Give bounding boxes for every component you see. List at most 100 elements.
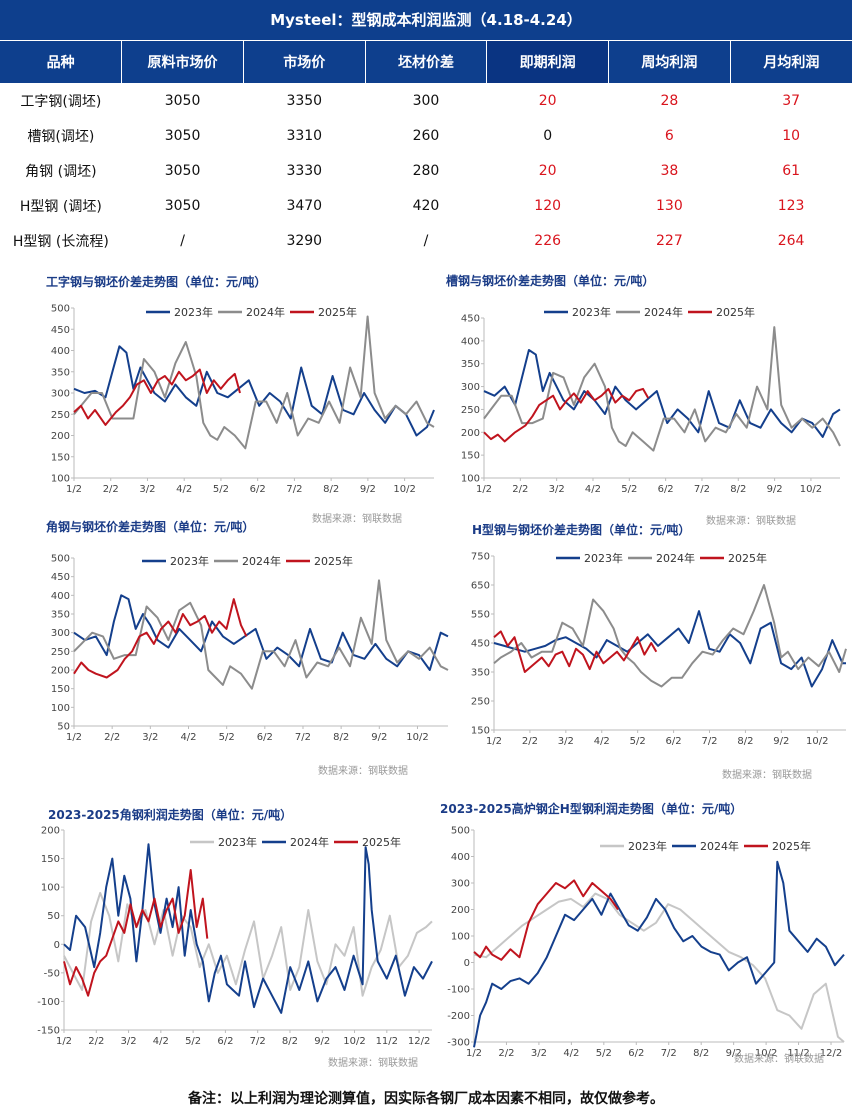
y-tick-label: 350 bbox=[51, 367, 70, 378]
legend: 2023年 2024年 2025年 bbox=[556, 551, 767, 565]
series-line-3 bbox=[63, 869, 209, 997]
legend-label: 2024年 bbox=[246, 305, 285, 319]
value-cell: 0 bbox=[543, 127, 553, 144]
data-source: 数据来源：钢联数据 bbox=[722, 768, 812, 781]
series-line-3 bbox=[483, 387, 650, 443]
value-cell: 20 bbox=[538, 92, 557, 109]
column-header: 市场价 bbox=[242, 40, 366, 83]
value-cell: 3470 bbox=[286, 197, 323, 214]
y-tick-label: 350 bbox=[51, 610, 70, 621]
x-tick-label: 5/2 bbox=[185, 1036, 201, 1047]
channel-spread-chart: 槽钢与钢坯价差走势图（单位：元/吨） 100 150 200 250 300 350 400 4… bbox=[446, 273, 841, 527]
axes: 50 100 150 200 250 300 350 400 450 500 1/2 2/2 3/2 4/… bbox=[51, 554, 448, 743]
y-tick-label: 500 bbox=[51, 554, 70, 565]
product-name-cell: H型钢 (调坯) bbox=[19, 198, 102, 215]
legend-label: 2024年 bbox=[290, 835, 329, 849]
x-tick-label: 5/2 bbox=[630, 736, 646, 747]
y-tick-label: 450 bbox=[51, 572, 70, 583]
value-cell: 123 bbox=[777, 197, 805, 214]
cost-profit-table: 品种 原料市场价 市场价 坯材价差 即期利润 周均利润 月均利润 工字钢(调坯)… bbox=[0, 40, 852, 258]
chart-title: 槽钢与钢坯价差走势图（单位：元/吨） bbox=[446, 273, 654, 288]
value-cell: 3050 bbox=[164, 197, 201, 214]
x-tick-label: 4/2 bbox=[153, 1036, 169, 1047]
x-tick-label: 10/2 bbox=[806, 736, 828, 747]
series-line-2 bbox=[493, 584, 847, 688]
data-source: 数据来源：钢联数据 bbox=[734, 1052, 824, 1065]
value-cell: 3050 bbox=[164, 92, 201, 109]
y-tick-label: 450 bbox=[51, 325, 70, 336]
value-cell: 130 bbox=[656, 197, 683, 214]
y-tick-label: 50 bbox=[57, 722, 70, 733]
table-row: H型钢 (长流程) / 3290 / 226 227 264 bbox=[0, 223, 852, 258]
value-cell: 264 bbox=[777, 232, 805, 249]
x-tick-label: 5/2 bbox=[621, 484, 637, 495]
legend-label: 2023年 bbox=[628, 839, 667, 853]
column-header: 月均利润 bbox=[729, 40, 852, 83]
value-cell: 280 bbox=[412, 162, 440, 179]
x-tick-label: 3/2 bbox=[531, 1048, 547, 1059]
chart-title: 工字钢与钢坯价差走势图（单位：元/吨） bbox=[46, 274, 266, 289]
chart-title: 2023-2025高炉钢企H型钢利润走势图（单位：元/吨） bbox=[440, 801, 742, 816]
x-tick-label: 5/2 bbox=[596, 1048, 612, 1059]
x-tick-label: 8/2 bbox=[282, 1036, 298, 1047]
value-cell: 300 bbox=[412, 92, 440, 109]
table-row: 工字钢(调坯) 3050 3350 300 20 28 37 bbox=[0, 83, 852, 118]
value-cell: 260 bbox=[412, 127, 440, 144]
column-header: 即期利润 bbox=[486, 40, 609, 83]
value-cell: 226 bbox=[534, 232, 562, 249]
chart-title: 2023-2025角钢利润走势图（单位：元/吨） bbox=[48, 807, 292, 822]
product-name-cell: 槽钢(调坯) bbox=[27, 128, 95, 145]
y-tick-label: 450 bbox=[471, 639, 490, 650]
value-cell: 37 bbox=[782, 92, 801, 109]
x-tick-label: 11/2 bbox=[787, 1048, 809, 1059]
series-line-3 bbox=[473, 879, 619, 961]
x-tick-label: 9/2 bbox=[773, 736, 789, 747]
legend-label: 2025年 bbox=[314, 554, 353, 568]
x-tick-label: 8/2 bbox=[693, 1048, 709, 1059]
table-row: 角钢 (调坯) 3050 3330 280 20 38 61 bbox=[0, 153, 852, 188]
legend-label: 2024年 bbox=[700, 839, 739, 853]
x-tick-label: 4/2 bbox=[594, 736, 610, 747]
series-line-2 bbox=[473, 860, 845, 1048]
series-line-1 bbox=[73, 594, 449, 671]
y-tick-label: 100 bbox=[51, 703, 70, 714]
x-tick-label: 4/2 bbox=[176, 484, 192, 495]
y-tick-label: 0 bbox=[464, 958, 470, 969]
value-cell: / bbox=[423, 232, 429, 249]
legend-label: 2025年 bbox=[772, 839, 811, 853]
value-cell: 28 bbox=[660, 92, 679, 109]
x-tick-label: 7/2 bbox=[701, 736, 717, 747]
data-source: 数据来源：钢联数据 bbox=[706, 514, 796, 527]
page-title: Mysteel：型钢成本利润监测（4.18-4.24） bbox=[0, 0, 852, 40]
x-tick-label: 9/2 bbox=[371, 732, 387, 743]
x-tick-label: 8/2 bbox=[730, 484, 746, 495]
x-tick-label: 8/2 bbox=[333, 732, 349, 743]
series-line-1 bbox=[73, 345, 435, 437]
x-tick-label: 1/2 bbox=[466, 1048, 482, 1059]
x-tick-label: 7/2 bbox=[694, 484, 710, 495]
value-cell: 3330 bbox=[286, 162, 323, 179]
legend: 2023年 2024年 2025年 bbox=[544, 305, 755, 319]
series-line-2 bbox=[63, 843, 433, 1014]
y-tick-label: 450 bbox=[461, 314, 480, 325]
y-tick-label: 150 bbox=[461, 451, 480, 462]
y-tick-label: 650 bbox=[471, 581, 490, 592]
y-tick-label: 150 bbox=[471, 726, 490, 737]
y-tick-label: 0 bbox=[54, 940, 60, 951]
x-tick-label: 12/2 bbox=[408, 1036, 430, 1047]
x-tick-label: 7/2 bbox=[295, 732, 311, 743]
x-tick-label: 1/2 bbox=[66, 732, 82, 743]
y-tick-label: 350 bbox=[461, 359, 480, 370]
x-tick-label: 9/2 bbox=[726, 1048, 742, 1059]
series-line-1 bbox=[493, 610, 846, 688]
axes: 100 150 200 250 300 350 400 450 1/2 2/2 3/2 4/2 5/2 6… bbox=[461, 314, 840, 495]
y-tick-label: 200 bbox=[461, 428, 480, 439]
value-cell: 420 bbox=[412, 197, 440, 214]
y-tick-label: -150 bbox=[37, 1026, 60, 1037]
y-tick-label: 100 bbox=[461, 474, 480, 485]
product-name-cell: 角钢 (调坯) bbox=[25, 163, 97, 180]
x-tick-label: 6/2 bbox=[628, 1048, 644, 1059]
y-tick-label: 250 bbox=[461, 405, 480, 416]
value-cell: 6 bbox=[664, 127, 674, 144]
product-name-cell: H型钢 (长流程) bbox=[12, 233, 109, 250]
